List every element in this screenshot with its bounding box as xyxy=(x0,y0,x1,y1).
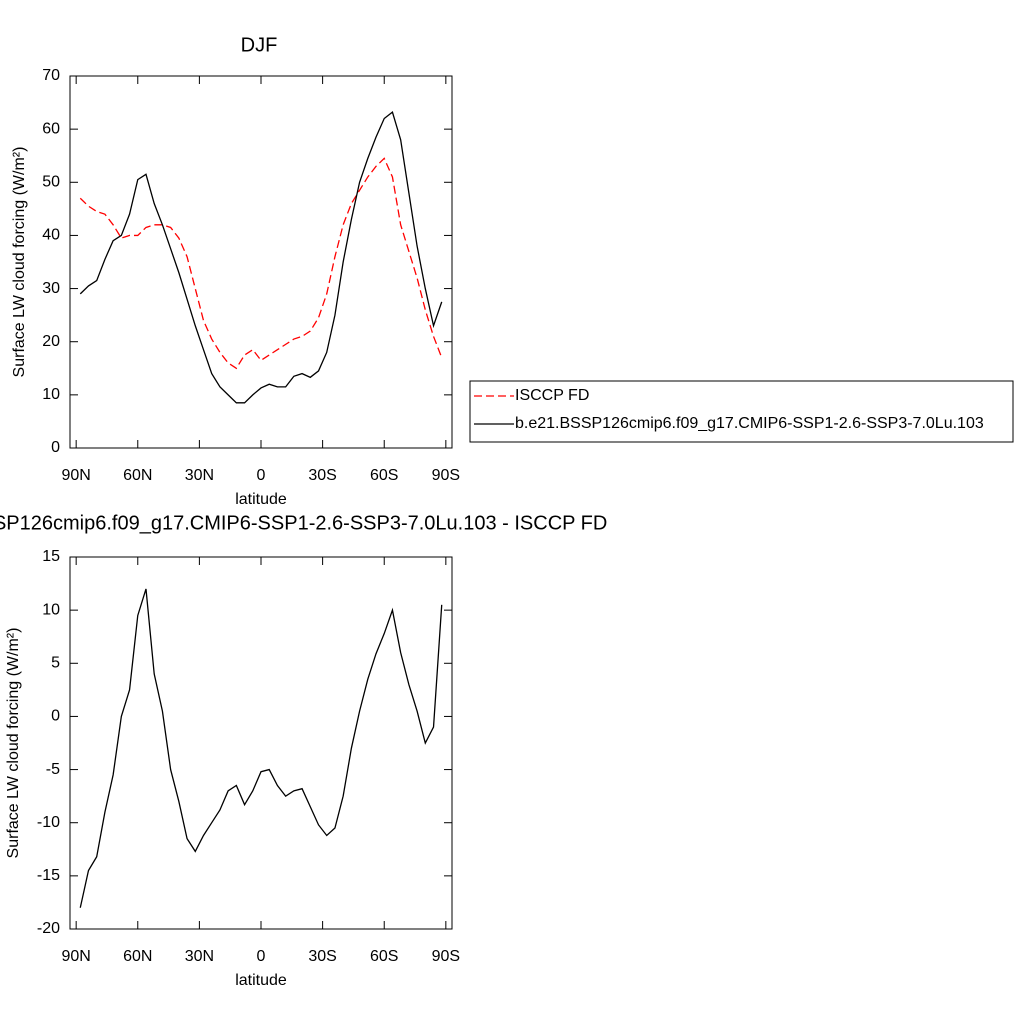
x-tick-label: 60S xyxy=(370,948,398,965)
y-tick-label: 40 xyxy=(42,227,60,244)
chart-title: DJF xyxy=(241,34,278,56)
data-line xyxy=(79,157,443,370)
x-tick-label: 60N xyxy=(123,467,152,484)
y-axis-label: Surface LW cloud forcing (W/m²) xyxy=(11,147,28,378)
legend-label: ISCCP FD xyxy=(515,387,589,404)
legend-label: b.e21.BSSP126cmip6.f09_g17.CMIP6-SSP1-2.… xyxy=(515,415,984,432)
y-tick-label: -20 xyxy=(37,920,60,937)
y-tick-label: 10 xyxy=(42,601,60,618)
y-tick-label: 50 xyxy=(42,174,60,191)
x-axis-label: latitude xyxy=(235,972,287,989)
x-axis-label: latitude xyxy=(235,491,287,508)
chart-title: b.e21.BSSP126cmip6.f09_g17.CMIP6-SSP1-2.… xyxy=(0,512,607,534)
x-tick-label: 0 xyxy=(257,467,266,484)
legend-box xyxy=(469,380,1014,443)
plot-frame xyxy=(69,556,453,930)
x-tick-label: 30N xyxy=(185,948,214,965)
data-line xyxy=(79,111,443,404)
y-tick-label: 70 xyxy=(42,67,60,84)
x-tick-label: 90S xyxy=(432,948,460,965)
y-tick-label: -5 xyxy=(46,761,60,778)
x-tick-label: 60N xyxy=(123,948,152,965)
x-tick-label: 30S xyxy=(308,467,336,484)
x-tick-label: 60S xyxy=(370,467,398,484)
y-tick-label: -10 xyxy=(37,814,60,831)
y-tick-label: 0 xyxy=(51,439,60,456)
y-tick-label: 20 xyxy=(42,333,60,350)
x-tick-label: 0 xyxy=(257,948,266,965)
plot-frame xyxy=(69,75,453,449)
data-line xyxy=(79,588,443,908)
x-tick-label: 30S xyxy=(308,948,336,965)
y-tick-label: 15 xyxy=(42,548,60,565)
x-tick-label: 90N xyxy=(61,467,90,484)
y-tick-label: 0 xyxy=(51,708,60,725)
y-tick-label: 5 xyxy=(51,655,60,672)
y-tick-label: 10 xyxy=(42,386,60,403)
y-tick-label: 60 xyxy=(42,120,60,137)
y-tick-label: -15 xyxy=(37,867,60,884)
y-tick-label: 30 xyxy=(42,280,60,297)
y-axis-label: Surface LW cloud forcing (W/m²) xyxy=(5,628,22,859)
x-tick-label: 30N xyxy=(185,467,214,484)
x-tick-label: 90N xyxy=(61,948,90,965)
x-tick-label: 90S xyxy=(432,467,460,484)
